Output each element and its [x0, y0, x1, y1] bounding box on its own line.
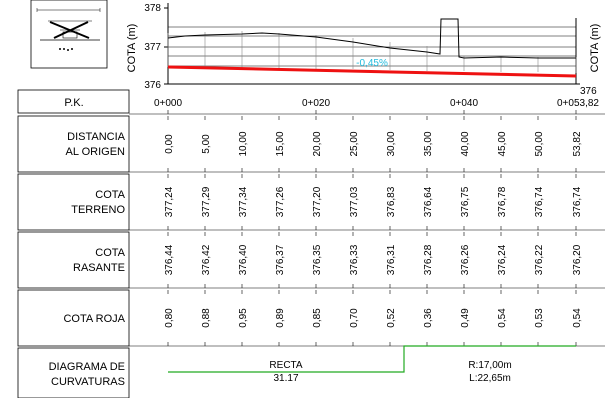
grade-line	[167, 65, 577, 78]
rasante-value: 376,37	[275, 244, 286, 275]
row-label-pk: P.K.	[64, 97, 83, 109]
pk-value-end: 0+053,82	[557, 98, 599, 109]
roja-value: 0,36	[423, 308, 434, 328]
roja-value: 0,70	[349, 308, 360, 328]
terreno-value: 376,74	[572, 186, 583, 217]
terreno-value: 376,75	[460, 186, 471, 217]
terrain-line	[167, 18, 576, 59]
data-table	[17, 89, 130, 398]
distancia-value: 53,82	[572, 131, 583, 156]
data-table-grid	[129, 113, 605, 347]
row-label-terreno-1: COTA	[95, 189, 125, 201]
terreno-value: 376,74	[534, 186, 545, 217]
curve-radius: R:17,00m	[468, 360, 511, 371]
left-axis-label: COTA (m)	[126, 24, 138, 73]
roja-value: 0,88	[201, 308, 212, 328]
terreno-value: 377,29	[201, 186, 212, 217]
row-label-rasante-2: RASANTE	[73, 262, 125, 274]
distancia-value: 45,00	[497, 131, 508, 156]
row-label-distancia-2: AL ORIGEN	[66, 146, 126, 158]
distancia-value: 15,00	[275, 131, 286, 156]
profile-gridlines	[168, 26, 576, 67]
terreno-value: 377,24	[164, 186, 175, 217]
roja-value: 0,85	[312, 308, 323, 328]
row-label-curvaturas-1: DIAGRAMA DE	[49, 361, 125, 373]
roja-value: 0,54	[572, 308, 583, 328]
recta-value: 31.17	[273, 373, 298, 384]
pk-value-20: 0+020	[302, 98, 331, 109]
roja-value: 0,89	[275, 308, 286, 328]
roja-values: 0,80 0,88 0,95 0,89 0,85 0,70 0,52 0,36 0,49 0,54…	[164, 308, 583, 328]
distancia-value: 0,00	[164, 134, 175, 154]
roja-value: 0,80	[164, 308, 175, 328]
right-axis-label: COTA (m)	[589, 24, 601, 73]
rasante-value: 376,44	[164, 244, 175, 275]
row-label-terreno-2: TERRENO	[71, 204, 125, 216]
distancia-value: 5,00	[201, 134, 212, 154]
y-tick-378: 378	[144, 3, 161, 14]
distancia-value: 20,00	[312, 131, 323, 156]
rasante-value: 376,35	[312, 244, 323, 275]
pk-value-40: 0+040	[450, 98, 479, 109]
recta-label: RECTA	[269, 360, 302, 371]
rasante-value: 376,28	[423, 244, 434, 275]
roja-value: 0,49	[460, 308, 471, 328]
terreno-value: 376,64	[423, 186, 434, 217]
roja-value: 0,95	[238, 308, 249, 328]
y-tick-376-right: 376	[580, 86, 597, 97]
distancia-value: 10,00	[238, 131, 249, 156]
rasante-value: 376,31	[386, 244, 397, 275]
distancia-value: 25,00	[349, 131, 360, 156]
row-label-roja: COTA ROJA	[63, 313, 125, 325]
distancia-value: 40,00	[460, 131, 471, 156]
rasante-value: 376,22	[534, 244, 545, 275]
terreno-value: 377,26	[275, 186, 286, 217]
terreno-values: 377,24 377,29 377,34 377,26 377,20 377,03 376,…	[164, 186, 583, 217]
distancia-value: 30,00	[386, 131, 397, 156]
roja-value: 0,54	[497, 308, 508, 328]
terreno-value: 377,20	[312, 186, 323, 217]
slope-label: -0,45%	[356, 58, 388, 69]
value-ticks	[167, 116, 577, 346]
section-inset	[30, 0, 108, 69]
terreno-value: 376,83	[386, 186, 397, 217]
curve-length: L:22,65m	[469, 373, 511, 384]
rasante-value: 376,40	[238, 244, 249, 275]
rasante-value: 376,42	[201, 244, 212, 275]
pk-value-0: 0+000	[154, 98, 183, 109]
distancia-value: 50,00	[534, 131, 545, 156]
rasante-value: 376,26	[460, 244, 471, 275]
pk-ticks	[167, 110, 577, 114]
terreno-value: 377,03	[349, 186, 360, 217]
distancia-value: 35,00	[423, 131, 434, 156]
rasante-value: 376,24	[497, 244, 508, 275]
terreno-value: 376,78	[497, 186, 508, 217]
rasante-values: 376,44 376,42 376,40 376,37 376,35 376,33 376,…	[164, 244, 583, 275]
row-label-distancia-1: DISTANCIA	[67, 131, 126, 143]
distancia-values: 0,00 5,00 10,00 15,00 20,00 25,00 30,00 35,00 40…	[164, 131, 583, 156]
row-label-curvaturas-2: CURVATURAS	[51, 376, 125, 388]
roja-value: 0,52	[386, 308, 397, 328]
rasante-value: 376,33	[349, 244, 360, 275]
y-tick-376: 376	[144, 80, 161, 91]
roja-value: 0,53	[534, 308, 545, 328]
curvature-line	[168, 345, 576, 373]
terreno-value: 377,34	[238, 186, 249, 217]
row-label-rasante-1: COTA	[95, 247, 125, 259]
y-tick-377: 377	[144, 42, 161, 53]
rasante-value: 376,20	[572, 244, 583, 275]
